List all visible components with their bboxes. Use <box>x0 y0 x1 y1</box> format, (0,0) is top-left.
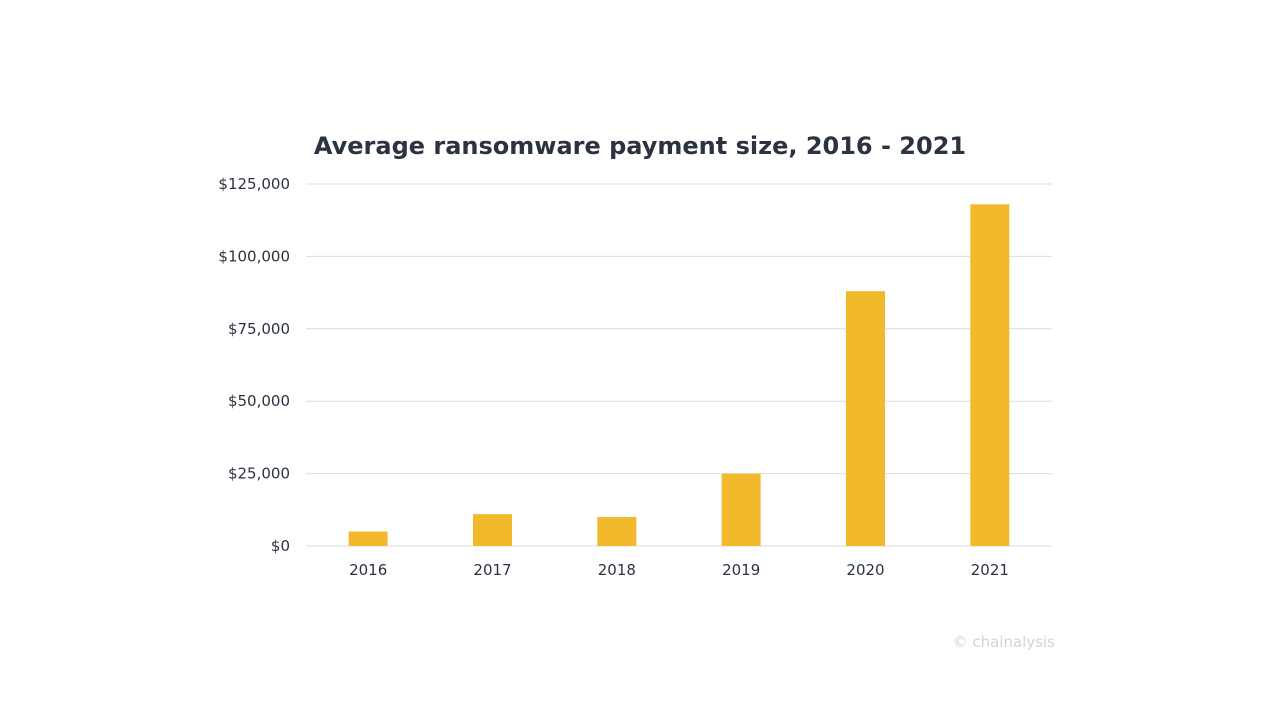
bar-2019 <box>721 473 761 546</box>
x-tick-label: 2021 <box>971 561 1009 579</box>
x-tick-label: 2018 <box>598 561 636 579</box>
chart-title: Average ransomware payment size, 2016 - … <box>313 132 967 160</box>
y-tick-label: $75,000 <box>228 320 290 338</box>
bars <box>348 204 1010 546</box>
x-tick-label: 2020 <box>846 561 884 579</box>
x-axis-ticks: 2016 2017 2018 2019 2020 2021 <box>349 561 1009 579</box>
y-tick-label: $0 <box>271 537 290 555</box>
bar-2016 <box>348 531 388 546</box>
bar-2020 <box>846 291 885 546</box>
y-axis-ticks: $0 $25,000 $50,000 $75,000 $100,000 $125,000 <box>218 175 290 555</box>
x-tick-label: 2017 <box>473 561 511 579</box>
bar-2021 <box>970 204 1010 546</box>
y-tick-label: $25,000 <box>228 465 290 483</box>
y-tick-label: $125,000 <box>218 175 290 193</box>
y-tick-label: $100,000 <box>218 247 290 265</box>
gridlines <box>306 183 1052 547</box>
bar-2017 <box>473 514 512 546</box>
x-tick-label: 2016 <box>349 561 387 579</box>
bar-2018 <box>597 517 637 546</box>
y-tick-label: $50,000 <box>228 392 290 410</box>
x-tick-label: 2019 <box>722 561 760 579</box>
credit-watermark: © chainalysis <box>952 633 1055 651</box>
